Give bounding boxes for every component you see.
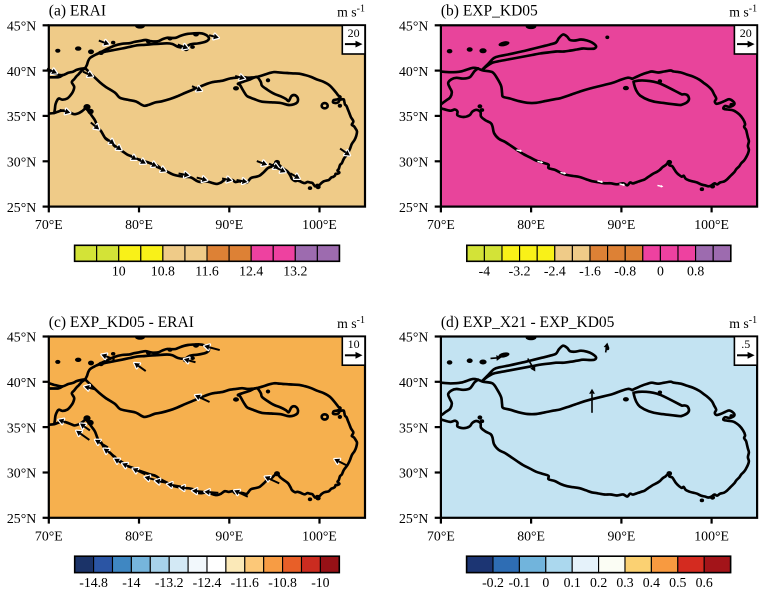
- svg-text:100°E: 100°E: [302, 528, 337, 543]
- svg-text:11.6: 11.6: [195, 264, 219, 279]
- svg-text:90°E: 90°E: [608, 528, 636, 543]
- svg-text:10: 10: [112, 264, 126, 279]
- svg-text:25°N: 25°N: [399, 200, 428, 215]
- svg-text:(a) ERAI: (a) ERAI: [49, 3, 106, 20]
- svg-text:70°E: 70°E: [427, 217, 455, 232]
- svg-text:80°E: 80°E: [125, 217, 153, 232]
- svg-text:-1.6: -1.6: [579, 264, 601, 279]
- svg-text:35°N: 35°N: [399, 420, 428, 435]
- svg-text:10.8: 10.8: [151, 264, 175, 279]
- svg-text:25°N: 25°N: [7, 200, 36, 215]
- svg-text:30°N: 30°N: [399, 155, 428, 170]
- svg-text:40°N: 40°N: [399, 375, 428, 390]
- svg-text:40°N: 40°N: [399, 64, 428, 79]
- svg-text:20: 20: [740, 26, 752, 40]
- svg-text:-0.1: -0.1: [508, 575, 530, 590]
- svg-text:25°N: 25°N: [7, 511, 36, 526]
- svg-text:-0.2: -0.2: [482, 575, 504, 590]
- svg-text:90°E: 90°E: [215, 528, 243, 543]
- svg-text:100°E: 100°E: [694, 217, 729, 232]
- svg-text:0.3: 0.3: [616, 575, 633, 590]
- svg-text:-10.8: -10.8: [268, 575, 297, 590]
- svg-text:13.2: 13.2: [283, 264, 307, 279]
- svg-text:30°N: 30°N: [7, 155, 36, 170]
- svg-text:0.8: 0.8: [687, 264, 704, 279]
- svg-text:40°N: 40°N: [7, 375, 36, 390]
- svg-text:0.5: 0.5: [669, 575, 686, 590]
- svg-text:70°E: 70°E: [35, 217, 63, 232]
- svg-text:12.4: 12.4: [239, 264, 263, 279]
- svg-text:-3.2: -3.2: [509, 264, 531, 279]
- svg-text:80°E: 80°E: [125, 528, 153, 543]
- svg-text:.5: .5: [741, 337, 750, 351]
- svg-text:25°N: 25°N: [399, 511, 428, 526]
- svg-text:0.2: 0.2: [590, 575, 607, 590]
- svg-text:0: 0: [542, 575, 549, 590]
- svg-text:-14: -14: [122, 575, 140, 590]
- svg-text:35°N: 35°N: [7, 109, 36, 124]
- svg-text:70°E: 70°E: [427, 528, 455, 543]
- svg-text:100°E: 100°E: [302, 217, 337, 232]
- svg-text:0.1: 0.1: [564, 575, 581, 590]
- svg-text:-2.4: -2.4: [544, 264, 566, 279]
- svg-text:80°E: 80°E: [517, 528, 545, 543]
- svg-text:-0.8: -0.8: [614, 264, 636, 279]
- svg-text:0.4: 0.4: [643, 575, 660, 590]
- svg-text:45°N: 45°N: [399, 19, 428, 34]
- svg-text:35°N: 35°N: [399, 109, 428, 124]
- svg-text:10: 10: [348, 337, 360, 351]
- svg-text:-4: -4: [479, 264, 491, 279]
- svg-text:70°E: 70°E: [35, 528, 63, 543]
- svg-text:30°N: 30°N: [7, 466, 36, 481]
- svg-text:90°E: 90°E: [215, 217, 243, 232]
- svg-text:80°E: 80°E: [517, 217, 545, 232]
- svg-text:45°N: 45°N: [7, 19, 36, 34]
- svg-text:-11.6: -11.6: [231, 575, 259, 590]
- svg-text:20: 20: [348, 26, 360, 40]
- svg-text:-13.2: -13.2: [155, 575, 184, 590]
- svg-text:(b) EXP_KD05: (b) EXP_KD05: [441, 3, 538, 20]
- svg-text:90°E: 90°E: [608, 217, 636, 232]
- svg-text:-10: -10: [311, 575, 329, 590]
- svg-text:40°N: 40°N: [7, 64, 36, 79]
- svg-text:0: 0: [657, 264, 664, 279]
- svg-text:-12.4: -12.4: [193, 575, 222, 590]
- svg-text:0.6: 0.6: [696, 575, 713, 590]
- svg-text:35°N: 35°N: [7, 420, 36, 435]
- svg-text:-14.8: -14.8: [79, 575, 108, 590]
- svg-text:45°N: 45°N: [399, 330, 428, 345]
- svg-text:100°E: 100°E: [694, 528, 729, 543]
- svg-text:30°N: 30°N: [399, 466, 428, 481]
- svg-text:(d) EXP_X21 - EXP_KD05: (d) EXP_X21 - EXP_KD05: [441, 314, 615, 331]
- svg-text:45°N: 45°N: [7, 330, 36, 345]
- svg-text:(c) EXP_KD05 - ERAI: (c) EXP_KD05 - ERAI: [49, 314, 194, 331]
